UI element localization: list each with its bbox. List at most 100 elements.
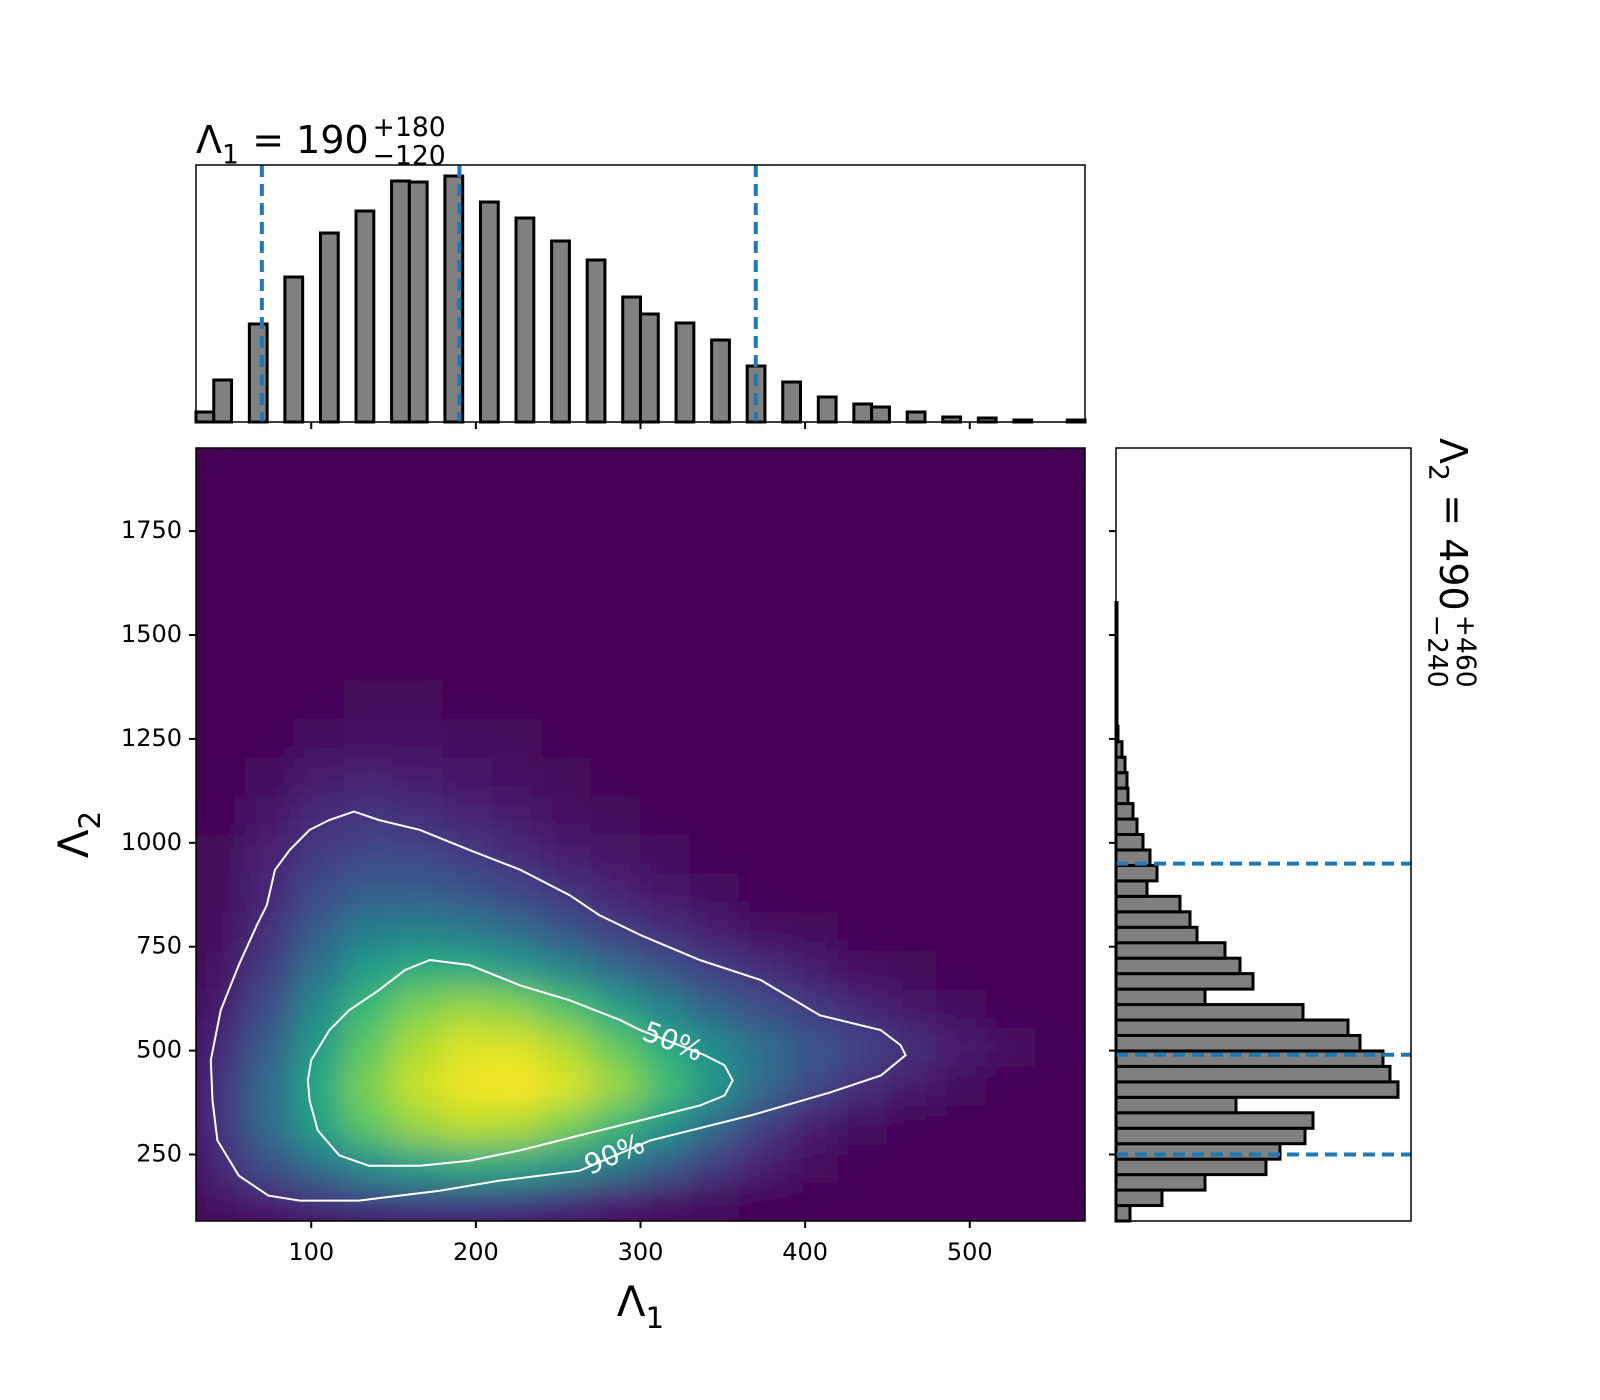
plot-frame	[1115, 447, 1412, 1222]
histogram-bar	[1114, 833, 1145, 852]
heatmap-cell	[936, 949, 987, 990]
heatmap-cell	[541, 1027, 592, 1067]
heatmap-cell	[541, 795, 592, 835]
heatmap-cell	[442, 949, 493, 990]
heatmap-cell	[343, 949, 395, 990]
heatmap-cell	[393, 988, 444, 1029]
heatmap-cell	[886, 756, 938, 797]
heatmap-cell	[590, 988, 641, 1029]
x-tick-label: 500	[947, 1238, 993, 1266]
heatmap-cell	[294, 640, 345, 681]
heatmap-cell	[936, 563, 987, 604]
heatmap-cell	[936, 1065, 987, 1106]
heatmap-cell	[837, 718, 888, 758]
heatmap-cell	[1035, 834, 1085, 874]
heatmap-cell	[936, 602, 987, 642]
heatmap-cell	[738, 872, 790, 913]
heatmap-cell	[343, 602, 395, 642]
heatmap-cell	[393, 679, 444, 720]
heatmap-cell	[541, 486, 592, 526]
heatmap-cell	[491, 1027, 543, 1067]
heatmap-cell	[640, 756, 691, 797]
heatmap-cell	[590, 448, 641, 488]
heatmap-cell	[738, 988, 790, 1029]
plot-area: 50%90%	[196, 448, 1085, 1221]
heatmap-cell	[196, 563, 246, 604]
heatmap-cell	[1035, 679, 1085, 720]
heatmap-cell	[788, 486, 839, 526]
heatmap-cell	[837, 679, 888, 720]
heatmap-cell	[294, 524, 345, 565]
histogram-bar	[674, 321, 696, 424]
heatmap-cell	[442, 448, 493, 488]
heatmap-cell	[590, 718, 641, 758]
heatmap-cell	[491, 602, 543, 642]
heatmap-cell	[738, 602, 790, 642]
heatmap-cell	[837, 756, 888, 797]
heatmap-cell	[788, 563, 839, 604]
heatmap-cell	[590, 949, 641, 990]
y-tick-label: 1500	[121, 620, 182, 648]
histogram-bar	[1114, 879, 1149, 898]
heatmap-cell	[837, 640, 888, 681]
heatmap-cell	[1035, 1143, 1085, 1183]
heatmap-cell	[689, 640, 740, 681]
heatmap-cell	[640, 795, 691, 835]
label-upper: +460	[1450, 615, 1481, 688]
heatmap-cell	[788, 602, 839, 642]
x-tick-label: 200	[453, 1238, 499, 1266]
heatmap-cell	[442, 1065, 493, 1106]
heatmap-cell	[1035, 1104, 1085, 1145]
label-index: 1	[222, 140, 239, 171]
heatmap-cell	[541, 1181, 592, 1221]
heatmap-cell	[985, 795, 1037, 835]
histogram-bar	[1114, 1157, 1268, 1177]
heatmap-cell	[244, 1143, 296, 1183]
histogram-bar	[1114, 802, 1135, 821]
histogram-bar	[550, 239, 571, 424]
heatmap-cell	[294, 834, 345, 874]
heatmap-cell	[936, 834, 987, 874]
heatmap-cell	[491, 563, 543, 604]
heatmap-cell	[837, 949, 888, 990]
heatmap-cell	[886, 640, 938, 681]
label-text: Λ1	[617, 1277, 664, 1335]
heatmap-cell	[541, 448, 592, 488]
heatmap-cell	[689, 602, 740, 642]
heatmap-cell	[244, 795, 296, 835]
heatmap-cell	[590, 872, 641, 913]
heatmap-cell	[689, 1181, 740, 1221]
heatmap-cell	[244, 911, 296, 951]
heatmap-cell	[393, 602, 444, 642]
heatmap-cell	[738, 795, 790, 835]
histogram-bar	[1114, 1095, 1238, 1115]
heatmap-cell	[244, 1027, 296, 1067]
heatmap-cell	[837, 602, 888, 642]
heatmap-cell	[442, 872, 493, 913]
heatmap-cell	[788, 911, 839, 951]
heatmap-cell	[1035, 756, 1085, 797]
heatmap-cell	[393, 524, 444, 565]
heatmap-cell	[738, 911, 790, 951]
heatmap-cell	[640, 524, 691, 565]
heatmap-cell	[393, 448, 444, 488]
heatmap-cell	[1035, 988, 1085, 1029]
heatmap-cell	[936, 756, 987, 797]
heatmap-cell	[689, 872, 740, 913]
heatmap-cell	[393, 640, 444, 681]
heatmap-cell	[738, 1104, 790, 1145]
heatmap-cell	[886, 524, 938, 565]
histogram-bar	[781, 380, 803, 424]
heatmap-cell	[196, 1181, 246, 1221]
heatmap-cell	[985, 911, 1037, 951]
heatmap-cell	[640, 872, 691, 913]
histogram-bar	[194, 410, 216, 424]
heatmap-cell	[886, 795, 938, 835]
heatmap-cell	[837, 1027, 888, 1067]
label-text: Λ1 = 190	[196, 118, 369, 171]
heatmap-cell	[837, 834, 888, 874]
heatmap-cell	[689, 718, 740, 758]
heatmap-cell	[294, 563, 345, 604]
label-symbol: Λ	[196, 118, 222, 162]
heatmap-cell	[886, 1104, 938, 1145]
